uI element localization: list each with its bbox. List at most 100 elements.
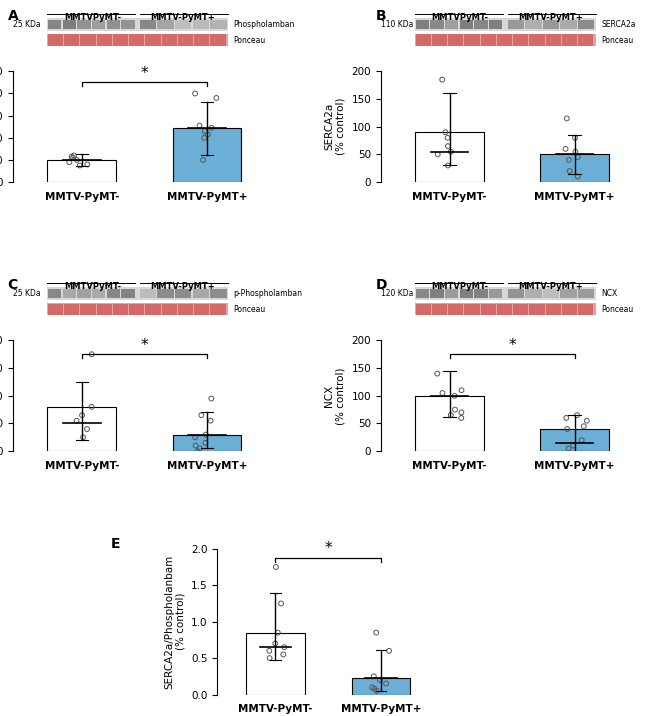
Point xyxy=(194,120,205,131)
Point xyxy=(443,132,453,143)
Bar xyxy=(194,304,209,314)
Point xyxy=(449,390,460,402)
Bar xyxy=(508,20,524,29)
Point xyxy=(82,159,92,170)
Bar xyxy=(432,304,447,314)
Text: Ponceau: Ponceau xyxy=(234,36,266,44)
Point xyxy=(201,429,211,440)
Bar xyxy=(525,20,541,29)
Bar xyxy=(513,304,528,314)
Point xyxy=(369,671,379,682)
Point xyxy=(86,349,97,360)
Point xyxy=(198,154,208,165)
Bar xyxy=(430,20,444,29)
Text: 25 KDa: 25 KDa xyxy=(13,20,40,29)
Text: A: A xyxy=(8,9,18,23)
Text: MMTV-PyMT+: MMTV-PyMT+ xyxy=(519,282,583,291)
Point xyxy=(384,645,395,657)
Point xyxy=(196,410,207,421)
Point xyxy=(278,649,289,660)
Point xyxy=(68,152,78,163)
Text: p-Phospholamban: p-Phospholamban xyxy=(234,289,303,298)
Bar xyxy=(497,34,512,46)
Text: MMTV-PyMT+: MMTV-PyMT+ xyxy=(151,282,216,291)
Bar xyxy=(543,20,559,29)
Point xyxy=(573,171,583,183)
Text: NCX: NCX xyxy=(601,289,618,298)
Bar xyxy=(47,160,116,182)
Point xyxy=(279,642,289,653)
Bar xyxy=(415,132,484,182)
Bar xyxy=(578,304,593,314)
Bar xyxy=(77,20,90,29)
Text: E: E xyxy=(111,537,120,551)
Point xyxy=(75,160,85,171)
Point xyxy=(562,423,573,435)
Point xyxy=(440,127,450,138)
Bar xyxy=(560,20,577,29)
Point xyxy=(570,132,580,143)
Point xyxy=(192,445,203,457)
Point xyxy=(276,598,286,609)
Point xyxy=(572,410,582,421)
Bar xyxy=(578,289,594,298)
Point xyxy=(573,152,583,163)
Point xyxy=(437,74,447,85)
Bar xyxy=(194,34,209,46)
Bar xyxy=(578,20,594,29)
Bar xyxy=(529,304,545,314)
Point xyxy=(206,393,216,405)
Bar xyxy=(545,34,561,46)
Bar xyxy=(445,20,458,29)
Bar xyxy=(48,304,63,314)
Bar xyxy=(415,303,596,316)
Bar xyxy=(48,289,61,298)
Bar xyxy=(178,34,193,46)
Point xyxy=(582,415,592,427)
Bar xyxy=(81,34,96,46)
Point xyxy=(270,638,280,649)
Bar xyxy=(211,304,226,314)
Text: *: * xyxy=(508,338,516,353)
Bar xyxy=(481,304,496,314)
Point xyxy=(72,415,82,427)
Bar xyxy=(497,304,512,314)
Y-axis label: SERCA2a/Phospholanbam
(% control): SERCA2a/Phospholanbam (% control) xyxy=(164,555,185,689)
Bar xyxy=(562,34,577,46)
Bar xyxy=(474,289,488,298)
Bar xyxy=(445,289,458,298)
Bar xyxy=(540,429,609,451)
Bar xyxy=(481,34,496,46)
Point xyxy=(64,157,75,168)
Point xyxy=(77,410,87,421)
Point xyxy=(66,151,77,163)
Text: D: D xyxy=(376,278,387,292)
Bar xyxy=(489,289,502,298)
Bar xyxy=(489,20,502,29)
Point xyxy=(82,423,92,435)
Bar xyxy=(192,20,209,29)
Point xyxy=(443,140,453,152)
Bar xyxy=(107,289,120,298)
Bar xyxy=(540,155,609,182)
Bar xyxy=(545,304,561,314)
Bar xyxy=(448,34,463,46)
Point xyxy=(437,387,448,399)
Point xyxy=(432,368,443,379)
Text: MMTVPyMT-: MMTVPyMT- xyxy=(64,282,121,291)
Bar xyxy=(211,289,227,298)
Text: *: * xyxy=(140,338,148,353)
Point xyxy=(69,150,79,161)
Bar xyxy=(525,289,541,298)
Point xyxy=(78,432,88,443)
Bar xyxy=(62,20,76,29)
Point xyxy=(560,143,571,155)
Bar xyxy=(64,34,79,46)
Bar xyxy=(47,303,228,316)
Point xyxy=(446,410,456,421)
Text: 120 KDa: 120 KDa xyxy=(381,289,413,298)
Point xyxy=(203,129,213,140)
Text: Ponceau: Ponceau xyxy=(601,304,634,314)
Text: *: * xyxy=(140,67,148,82)
Bar xyxy=(64,304,79,314)
